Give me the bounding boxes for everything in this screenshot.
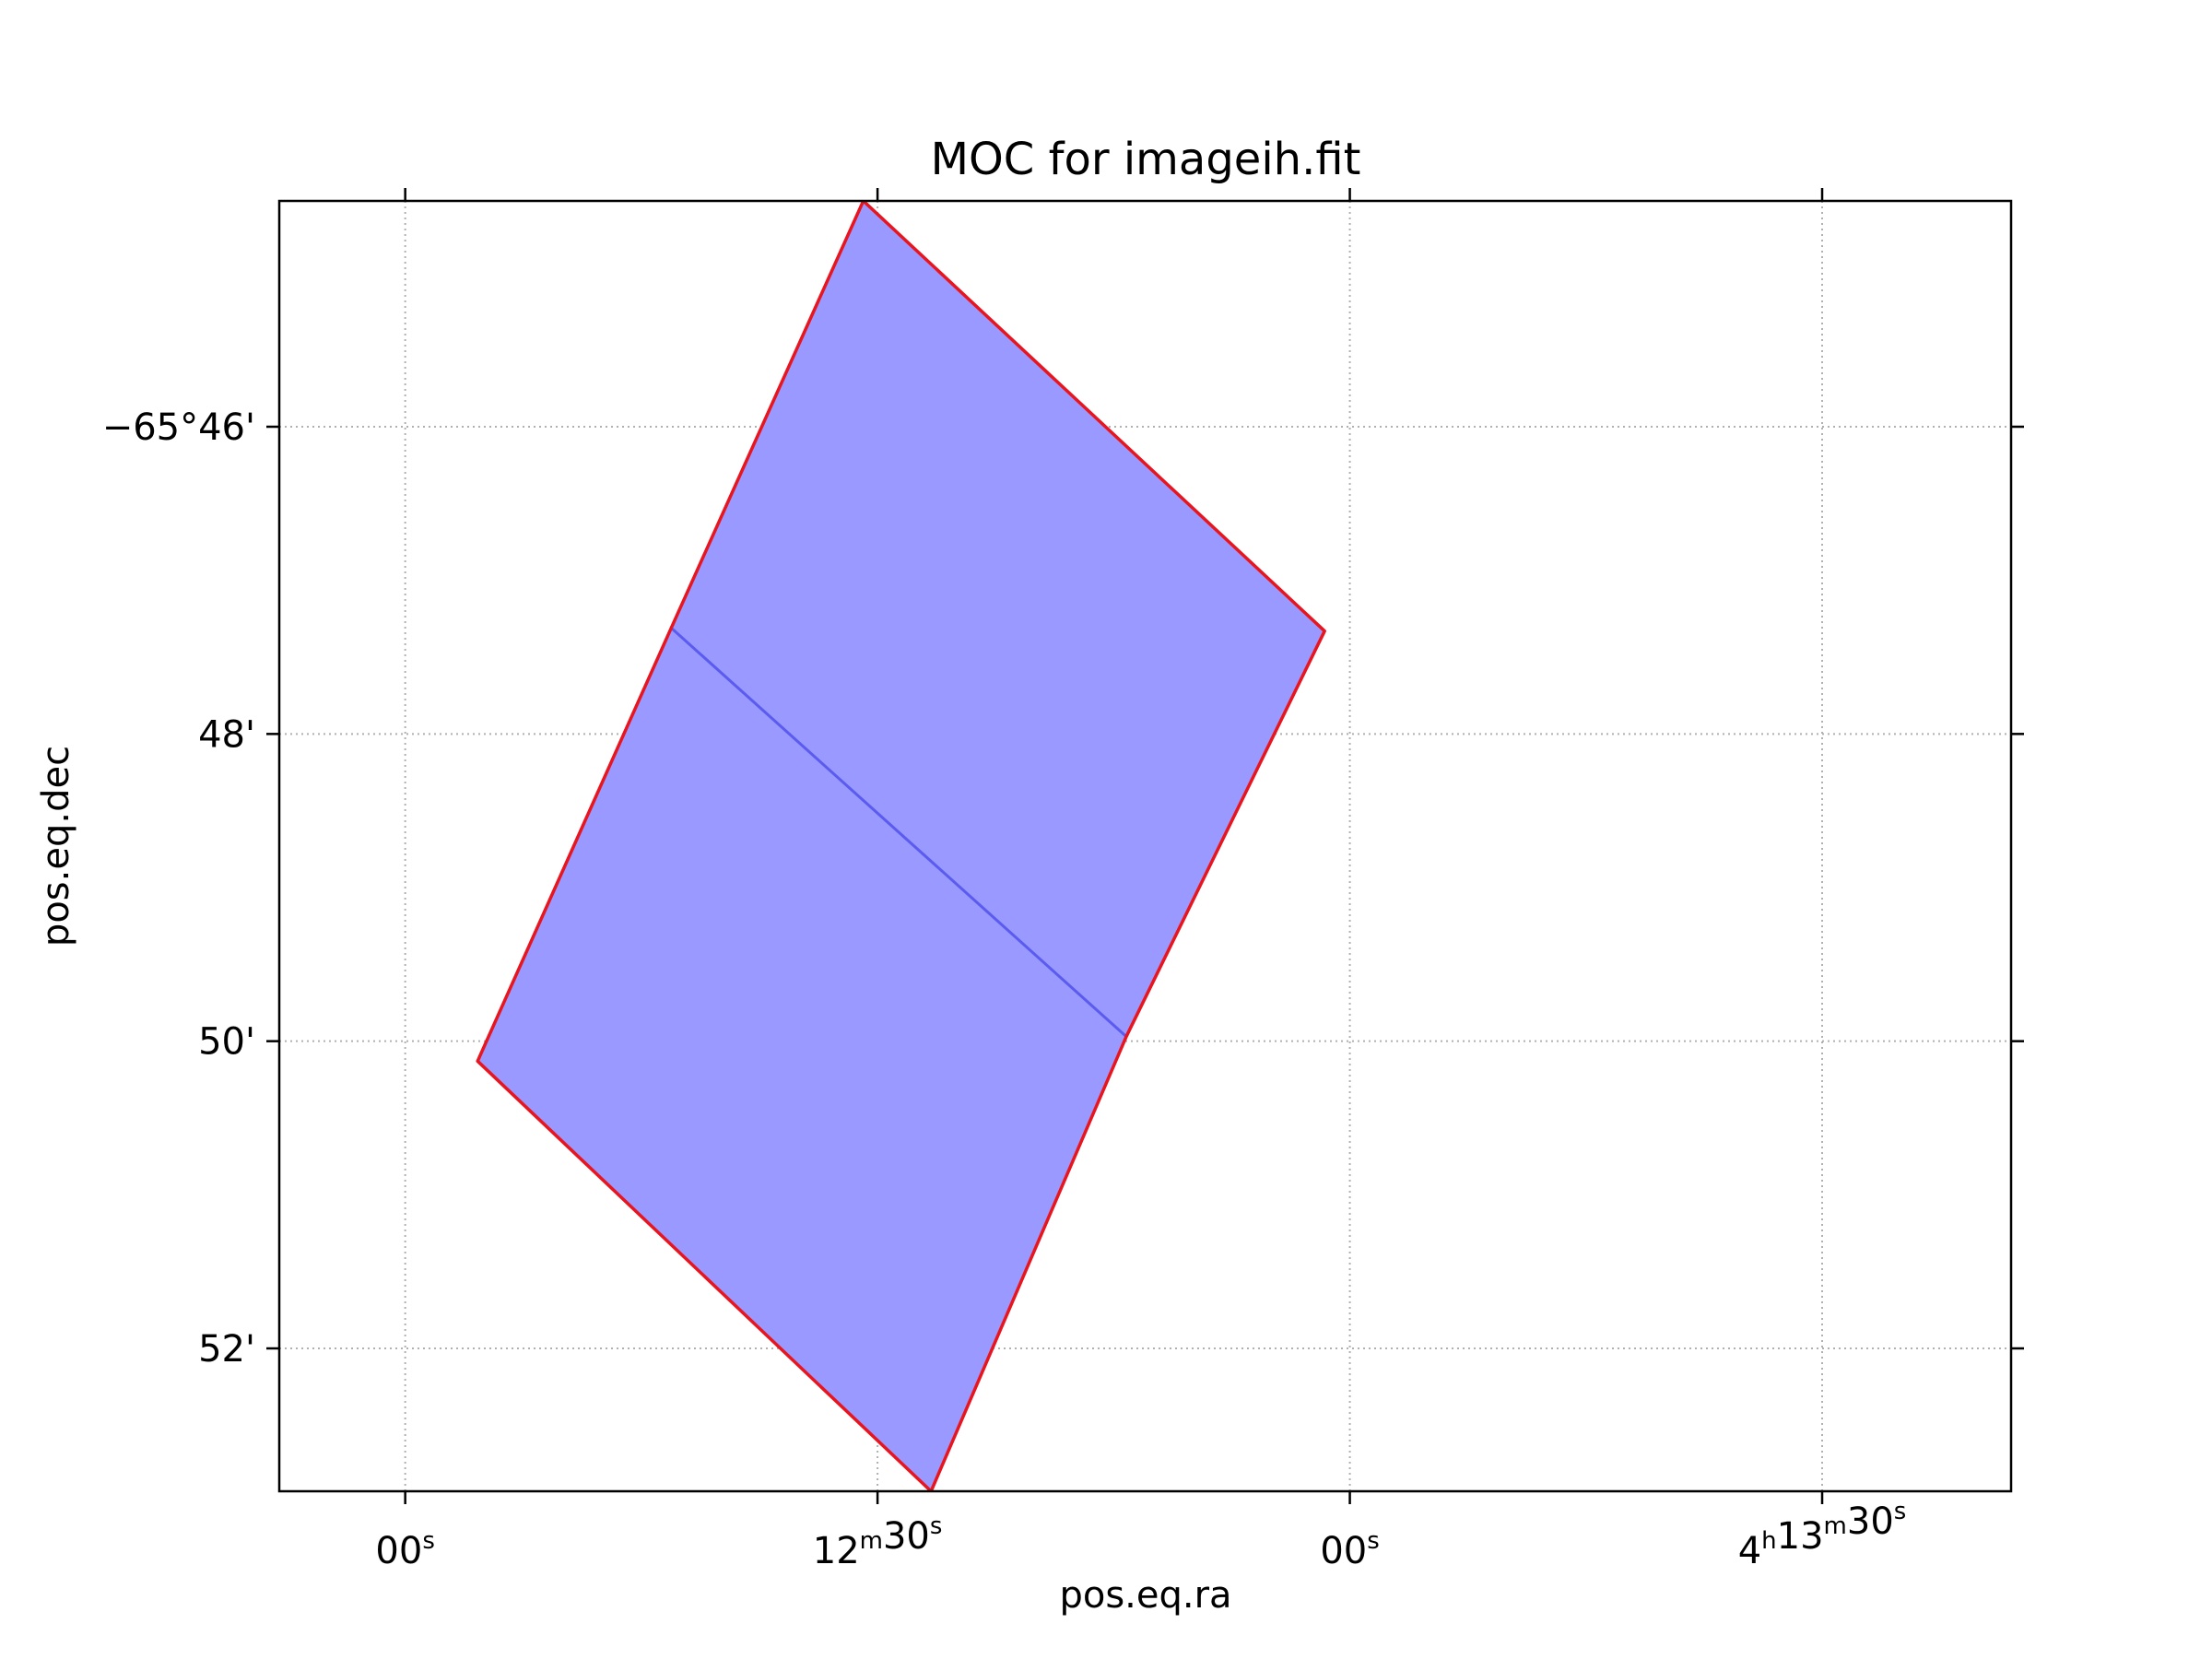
x-tick-unit: s <box>1367 1527 1380 1555</box>
x-tick-value: 00 <box>1320 1530 1367 1572</box>
x-tick-unit: m <box>860 1527 883 1555</box>
y-axis-label: pos.eq.dec <box>35 746 77 947</box>
x-tick-label: 00s <box>375 1527 434 1572</box>
y-tick-label: −65°46' <box>102 406 255 449</box>
moc-inner-edge <box>670 627 1128 1038</box>
x-tick-unit: s <box>1894 1498 1907 1525</box>
x-tick-unit: h <box>1761 1527 1776 1555</box>
x-tick-unit: s <box>930 1512 943 1540</box>
y-tick-label: 48' <box>198 713 255 756</box>
x-tick-value: 4 <box>1738 1530 1761 1572</box>
axis-ticks <box>266 188 2024 1504</box>
x-tick-value: 13 <box>1777 1515 1824 1558</box>
moc-cell <box>671 201 1325 1037</box>
chart-title: MOC for imageih.fit <box>931 134 1361 185</box>
y-tick-labels: −65°46' 48' 50' 52' <box>102 406 255 1371</box>
x-tick-label: 12m30s <box>813 1512 943 1572</box>
x-tick-label: 00s <box>1320 1527 1379 1572</box>
moc-outline <box>476 201 1326 1491</box>
x-tick-unit: s <box>422 1527 435 1555</box>
x-tick-value: 30 <box>883 1515 930 1558</box>
x-tick-label: 4h13m30s <box>1738 1498 1907 1572</box>
x-tick-value: 00 <box>375 1530 422 1572</box>
plot-frame <box>277 199 2013 1493</box>
x-tick-unit: m <box>1824 1512 1847 1540</box>
y-tick-label: 50' <box>198 1021 255 1064</box>
moc-cells <box>476 201 1326 1491</box>
y-tick-label: 52' <box>198 1328 255 1371</box>
moc-cell <box>477 628 1126 1491</box>
x-tick-value: 30 <box>1847 1500 1894 1543</box>
x-tick-value: 12 <box>813 1530 860 1572</box>
x-axis-label: pos.eq.ra <box>1059 1574 1231 1617</box>
